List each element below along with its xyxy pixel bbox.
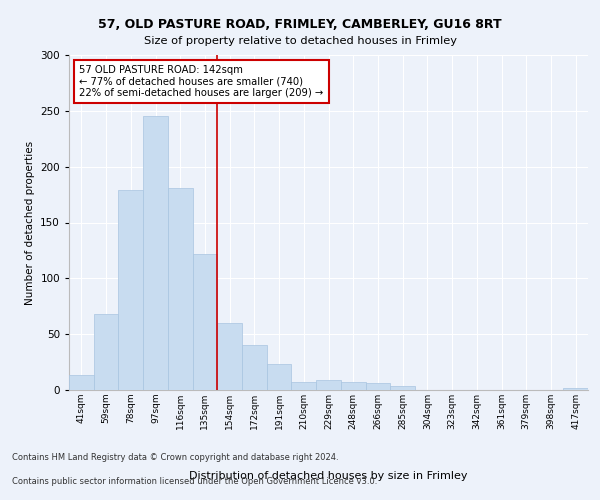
Text: Contains HM Land Registry data © Crown copyright and database right 2024.: Contains HM Land Registry data © Crown c… [12, 454, 338, 462]
Bar [168, 188, 193, 390]
Bar [217, 323, 242, 390]
Text: Contains public sector information licensed under the Open Government Licence v3: Contains public sector information licen… [12, 477, 377, 486]
Bar [193, 254, 217, 390]
Text: 57, OLD PASTURE ROAD, FRIMLEY, CAMBERLEY, GU16 8RT: 57, OLD PASTURE ROAD, FRIMLEY, CAMBERLEY… [98, 18, 502, 30]
Bar [341, 382, 365, 390]
Bar [69, 376, 94, 390]
Bar [365, 384, 390, 390]
Bar [118, 190, 143, 390]
Bar [316, 380, 341, 390]
Text: 57 OLD PASTURE ROAD: 142sqm
← 77% of detached houses are smaller (740)
22% of se: 57 OLD PASTURE ROAD: 142sqm ← 77% of det… [79, 65, 323, 98]
Bar [242, 346, 267, 390]
Bar [390, 386, 415, 390]
Bar [563, 388, 588, 390]
Bar [143, 116, 168, 390]
Bar [292, 382, 316, 390]
Bar [267, 364, 292, 390]
Text: Size of property relative to detached houses in Frimley: Size of property relative to detached ho… [143, 36, 457, 46]
Bar [94, 314, 118, 390]
Y-axis label: Number of detached properties: Number of detached properties [25, 140, 35, 304]
X-axis label: Distribution of detached houses by size in Frimley: Distribution of detached houses by size … [189, 471, 468, 481]
